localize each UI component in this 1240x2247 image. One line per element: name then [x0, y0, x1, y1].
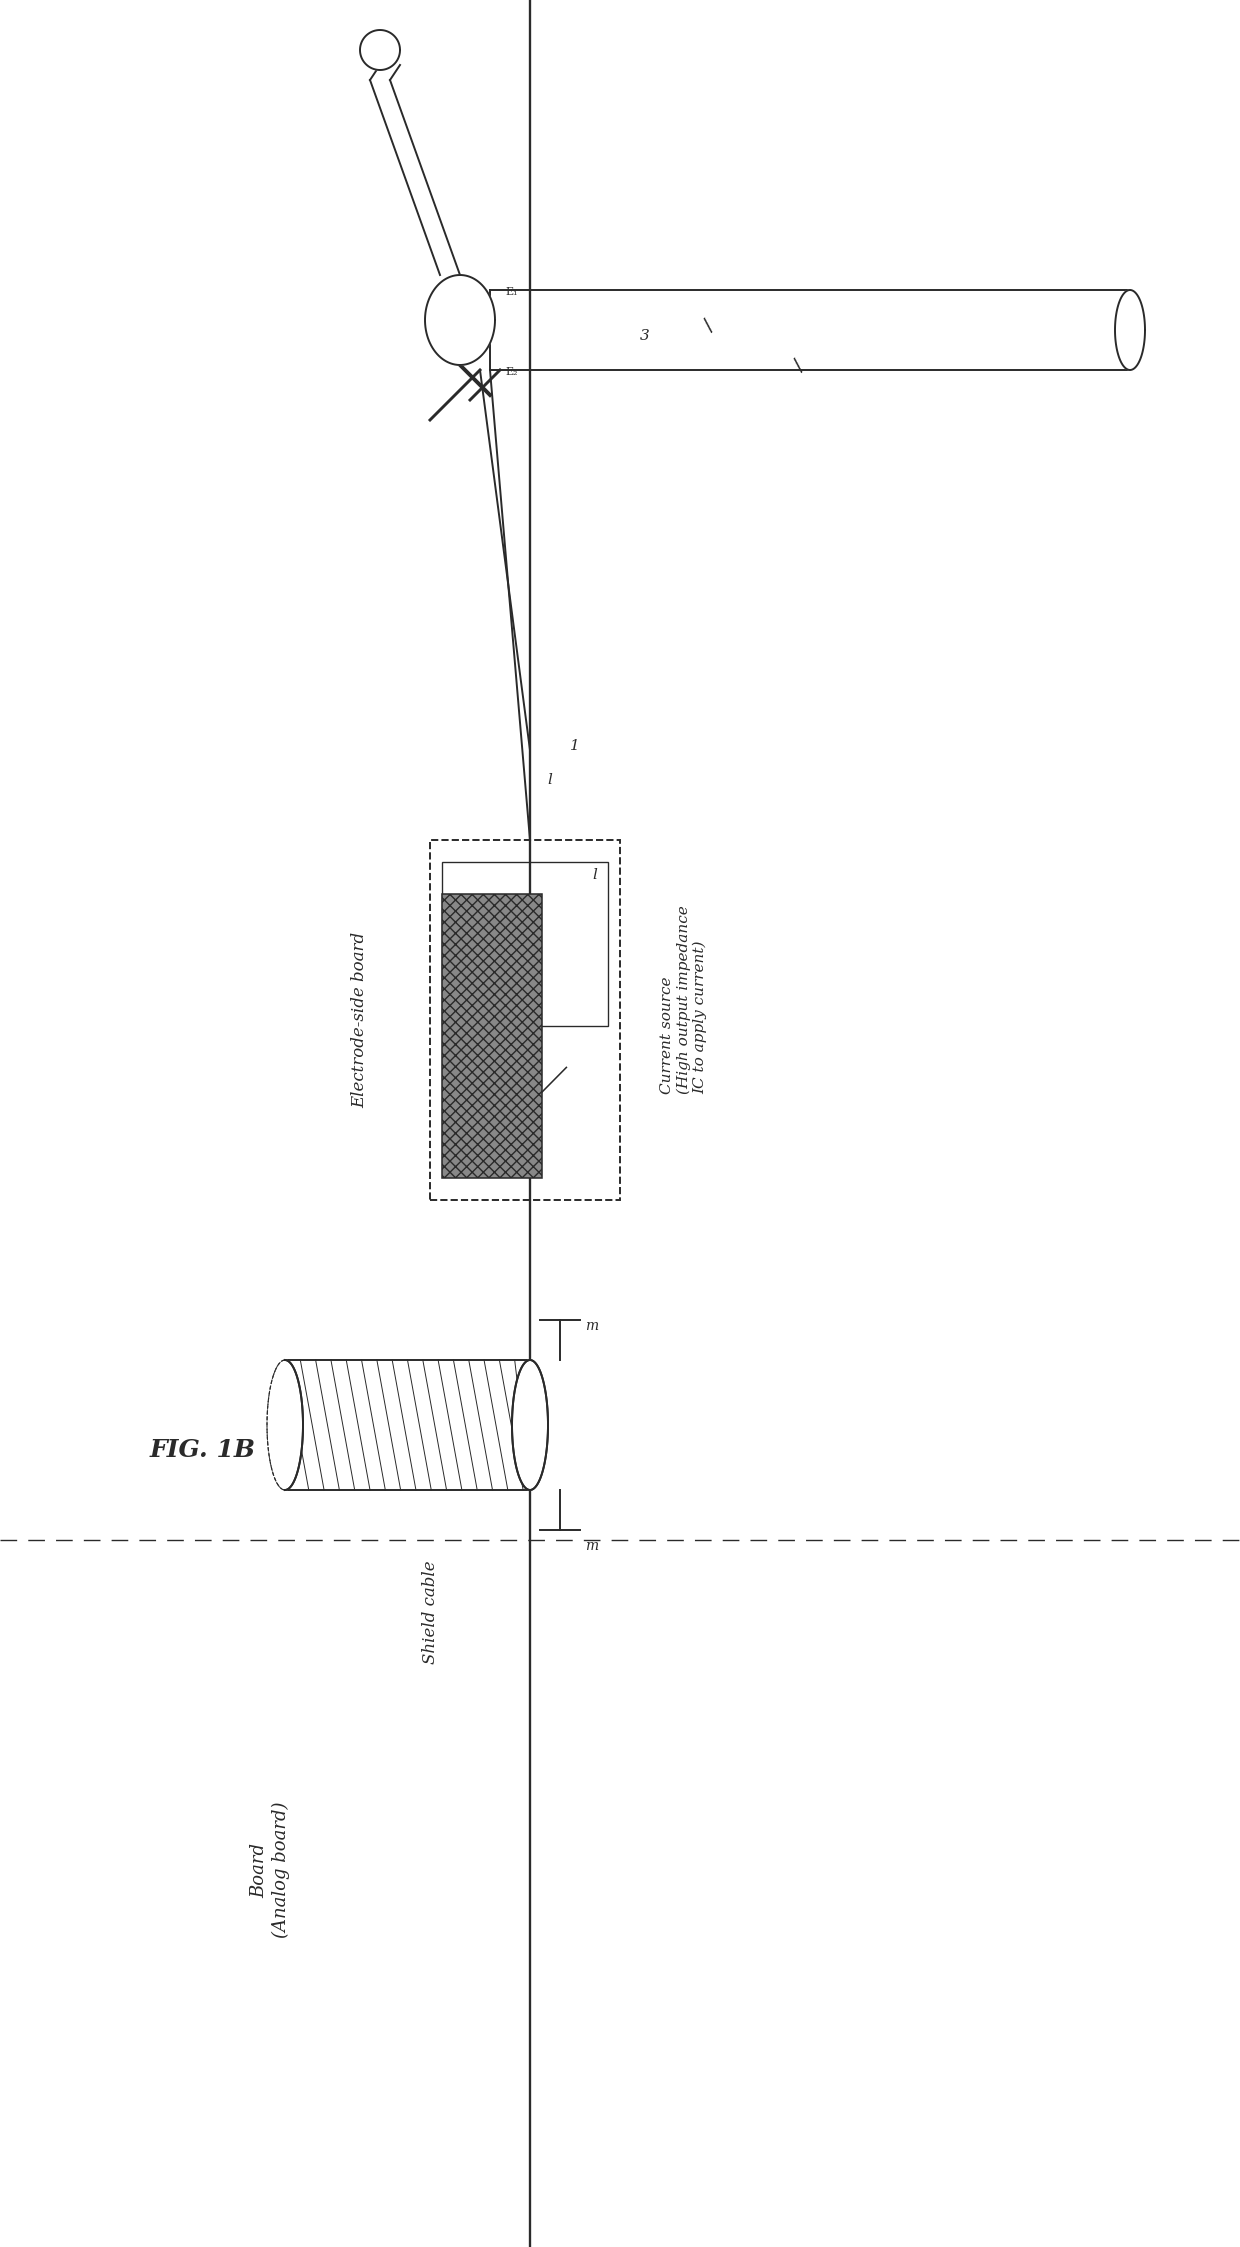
Polygon shape [285, 1359, 303, 1490]
Text: Current source
(High output impedance
IC to apply current): Current source (High output impedance IC… [660, 906, 707, 1094]
Text: /: / [701, 317, 718, 335]
Polygon shape [425, 274, 495, 364]
Text: m: m [585, 1319, 598, 1332]
Polygon shape [512, 1359, 548, 1490]
Polygon shape [1115, 290, 1145, 371]
Text: Board
(Analog board): Board (Analog board) [250, 1802, 290, 1939]
Text: Shield cable: Shield cable [422, 1559, 439, 1663]
Text: m: m [585, 1539, 598, 1553]
Bar [443, 863, 608, 1027]
Bar [443, 894, 542, 1177]
Text: l: l [548, 773, 553, 786]
Text: E₂: E₂ [505, 366, 517, 377]
Polygon shape [512, 1359, 548, 1490]
Polygon shape [360, 29, 401, 70]
Polygon shape [267, 1359, 303, 1490]
Text: 3: 3 [640, 328, 650, 344]
Text: 1: 1 [570, 739, 580, 753]
Text: l: l [593, 867, 598, 883]
Text: /: / [790, 355, 808, 373]
Bar [430, 840, 620, 1200]
Text: E₁: E₁ [505, 288, 517, 297]
Text: FIG. 1B: FIG. 1B [150, 1438, 255, 1463]
Text: Electrode-side board: Electrode-side board [351, 933, 368, 1108]
